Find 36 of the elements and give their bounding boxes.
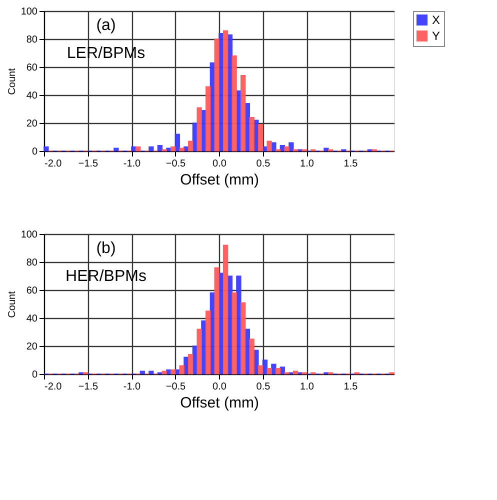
y-tick-label: 60 bbox=[26, 62, 38, 74]
x-tick-label: 1.0 bbox=[300, 382, 314, 392]
y-tick-label: 20 bbox=[26, 342, 38, 352]
x-axis-title: Offset (mm) bbox=[180, 394, 259, 412]
y-tick-label: 100 bbox=[20, 230, 38, 240]
y-tick-label: 40 bbox=[26, 90, 38, 102]
y-tick-label: 80 bbox=[26, 34, 38, 46]
x-tick-label: 0.0 bbox=[212, 158, 227, 170]
x-tick-label: −1.5 bbox=[78, 382, 99, 392]
x-axis-title: Offset (mm) bbox=[180, 172, 259, 188]
y-tick-label: 60 bbox=[26, 286, 38, 296]
x-tick-label: 0.0 bbox=[212, 382, 227, 392]
y-tick-label: 0 bbox=[32, 370, 38, 380]
legend-label: Y bbox=[432, 29, 440, 43]
x-tick-label: 0.5 bbox=[256, 158, 271, 170]
y-tick-label: 20 bbox=[26, 118, 38, 130]
y-tick-label: 40 bbox=[26, 314, 38, 324]
y-axis-title: Count bbox=[6, 68, 18, 95]
x-tick-label: 1.5 bbox=[344, 382, 358, 392]
x-tick-label: -2.0 bbox=[44, 158, 62, 170]
x-tick-label: -1.0 bbox=[123, 382, 142, 392]
x-tick-label: 0.5 bbox=[256, 382, 271, 392]
y-tick-label: 100 bbox=[20, 6, 38, 18]
annotation: (a) bbox=[96, 17, 116, 34]
annotation: (b) bbox=[96, 240, 116, 257]
x-tick-label: 1.0 bbox=[300, 158, 314, 170]
x-tick-label: −0.5 bbox=[166, 382, 186, 392]
y-axis-title: Count bbox=[6, 290, 18, 318]
x-tick-label: −1.5 bbox=[78, 158, 99, 170]
y-tick-label: 80 bbox=[26, 258, 38, 268]
x-tick-label: -2.0 bbox=[44, 382, 62, 392]
y-tick-label: 0 bbox=[32, 146, 38, 158]
x-tick-label: -1.0 bbox=[123, 158, 142, 170]
x-tick-label: 1.5 bbox=[344, 158, 358, 170]
legend-label: X bbox=[432, 13, 440, 27]
x-tick-label: −0.5 bbox=[166, 158, 186, 170]
